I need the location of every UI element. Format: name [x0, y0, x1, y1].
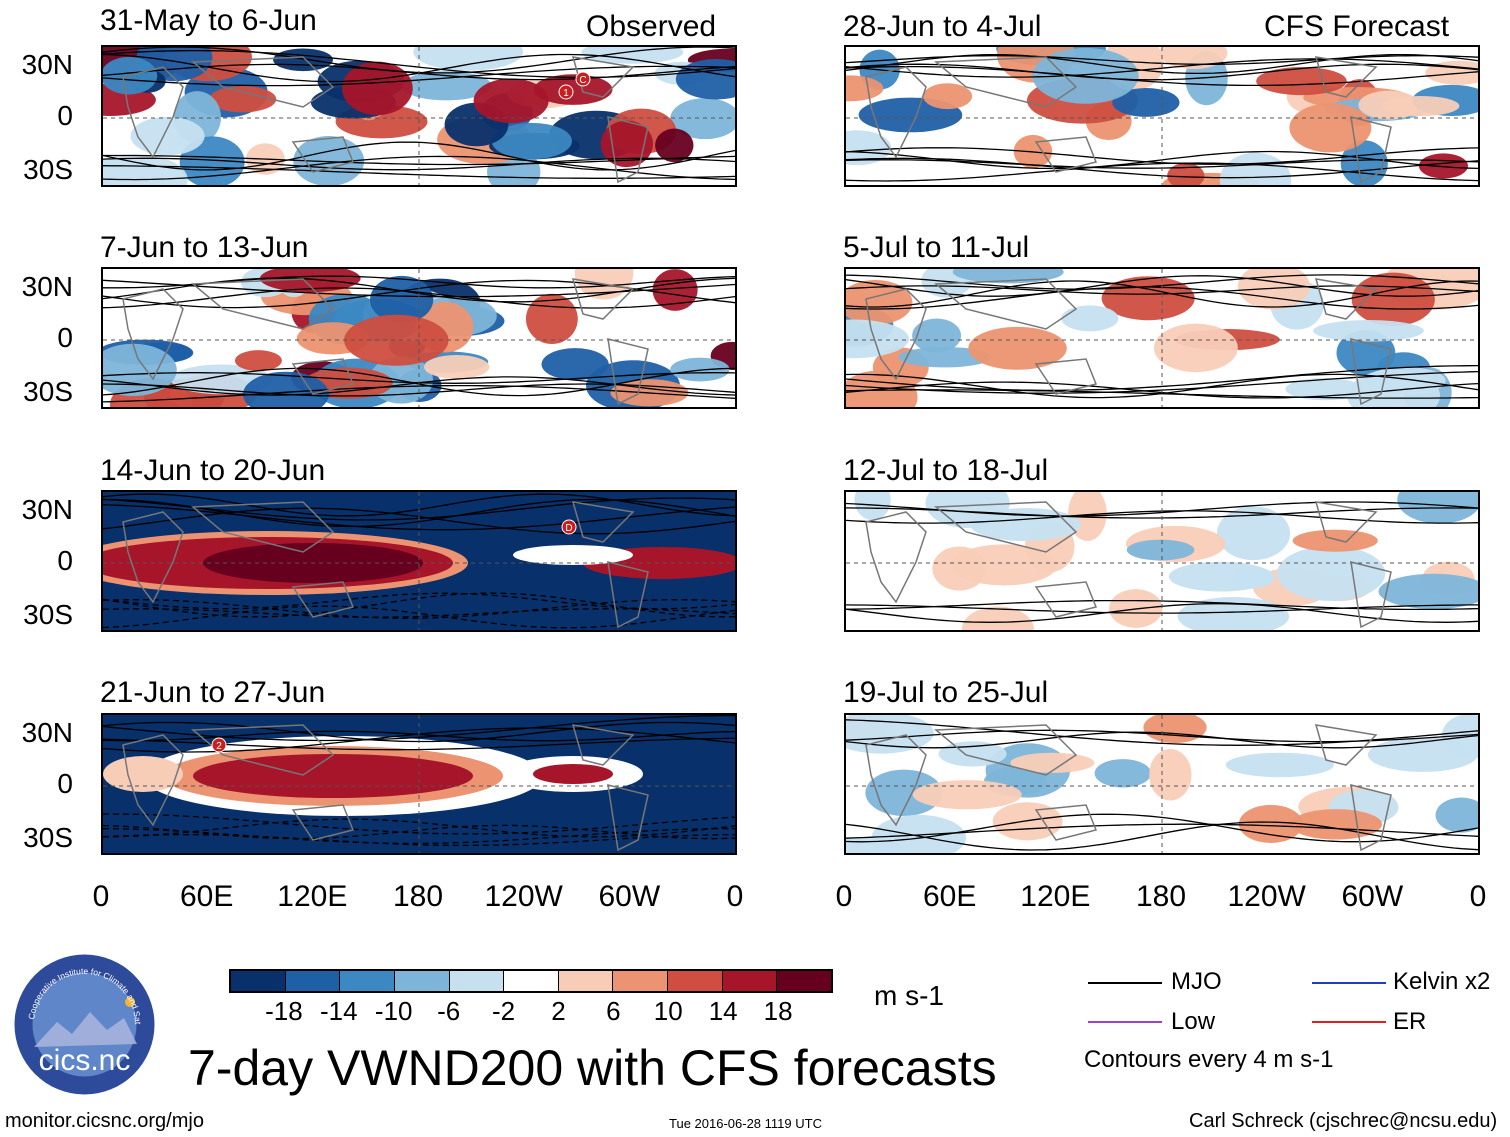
- colorbar-tick-label: 10: [653, 996, 683, 1026]
- colorbar-tick-label: -10: [374, 996, 413, 1026]
- panel-title-obs-1: 31-May to 6-Jun: [100, 4, 317, 37]
- panel-title-obs-3: 14-Jun to 20-Jun: [100, 454, 326, 487]
- lon-tick-label: 120W: [1227, 880, 1306, 913]
- lon-tick-label: 60E: [922, 880, 977, 913]
- lon-tick-label: 120W: [484, 880, 563, 913]
- lon-tick-label: 60W: [598, 880, 661, 913]
- map-panel-obs-3: D: [101, 490, 737, 632]
- colorbar-swatch: [394, 971, 450, 991]
- panel-title-obs-2: 7-Jun to 13-Jun: [100, 231, 309, 264]
- colorbar-tick-label: -18: [265, 996, 303, 1026]
- forecast-header: CFS Forecast: [1264, 10, 1450, 43]
- storm-marker: 1: [558, 84, 574, 100]
- colorbar-tick-label: -14: [320, 996, 358, 1026]
- legend-label-kelvin: Kelvin x2: [1393, 968, 1491, 995]
- colorbar-tick-label: -2: [491, 996, 516, 1026]
- logo-text: cics.nc: [39, 1044, 131, 1077]
- legend-line-er: [1312, 1021, 1386, 1023]
- legend-label-er: ER: [1393, 1008, 1427, 1035]
- lat-label: 0: [57, 545, 73, 576]
- colorbar-tick-label: 18: [763, 996, 793, 1026]
- lat-label: 30S: [23, 376, 73, 407]
- colorbar-swatch: [668, 971, 723, 991]
- lat-label: 0: [57, 322, 73, 353]
- colorbar-swatch: [340, 971, 395, 991]
- lon-tick-label: 60W: [1341, 880, 1404, 913]
- lat-label: 30N: [21, 494, 73, 525]
- legend-label-low: Low: [1171, 1008, 1216, 1035]
- lon-tick-label: 0: [835, 880, 853, 913]
- legend-label-mjo: MJO: [1171, 968, 1222, 995]
- footer-author: Carl Schreck (cjschrec@ncsu.edu): [1189, 1110, 1498, 1132]
- map-panel-obs-4: 2: [101, 713, 737, 855]
- footer-website[interactable]: monitor.cicsnc.org/mjo: [5, 1110, 204, 1132]
- panel-title-fcst-2: 5-Jul to 11-Jul: [843, 231, 1030, 264]
- storm-marker: D: [561, 519, 577, 535]
- legend-line-low: [1088, 1021, 1162, 1023]
- colorbar-tick-label: -6: [437, 996, 461, 1026]
- main-title: 7-day VWND200 with CFS forecasts: [188, 1040, 997, 1096]
- colorbar-tick-label: 6: [606, 996, 621, 1026]
- colorbar-swatch: [613, 971, 669, 991]
- lat-label: 30N: [21, 49, 73, 80]
- map-panel-obs-2: [101, 267, 737, 409]
- colorbar-tick-label: 2: [551, 996, 566, 1026]
- lon-tick-label: 0: [92, 880, 110, 913]
- map-panel-fcst-3: [844, 490, 1480, 632]
- lat-label: 30S: [23, 599, 73, 630]
- colorbar-swatch: [504, 971, 559, 991]
- colorbar: [229, 969, 833, 993]
- svg-text:D: D: [565, 523, 572, 534]
- cicsnc-logo: cics.nc Cooperative Institute for Climat…: [10, 944, 157, 1097]
- lon-tick-label: 180: [392, 880, 444, 913]
- colorbar-swatch: [558, 971, 614, 991]
- legend-line-kelvin: [1312, 982, 1386, 984]
- panel-title-fcst-1: 28-Jun to 4-Jul: [843, 10, 1042, 43]
- map-panel-fcst-2: [844, 267, 1480, 409]
- lat-label: 30S: [23, 822, 73, 853]
- lon-tick-label: 60E: [179, 880, 234, 913]
- panel-title-fcst-4: 19-Jul to 25-Jul: [843, 676, 1049, 709]
- footer-timestamp: Tue 2016-06-28 1119 UTC: [669, 1116, 822, 1131]
- colorbar-units: m s-1: [874, 980, 944, 1011]
- panel-title-fcst-3: 12-Jul to 18-Jul: [843, 454, 1049, 487]
- svg-text:1: 1: [563, 88, 569, 99]
- lat-label: 30N: [21, 271, 73, 302]
- storm-marker: C: [575, 71, 591, 87]
- contour-note: Contours every 4 m s-1: [1084, 1046, 1334, 1073]
- colorbar-swatch: [777, 971, 832, 991]
- lat-label: 30S: [23, 154, 73, 185]
- observed-header: Observed: [586, 10, 717, 43]
- colorbar-swatch: [722, 971, 778, 991]
- panel-title-obs-4: 21-Jun to 27-Jun: [100, 676, 326, 709]
- colorbar-swatch: [285, 971, 341, 991]
- lat-label: 0: [57, 768, 73, 799]
- colorbar-swatch: [231, 971, 286, 991]
- lon-tick-label: 0: [726, 880, 744, 913]
- lon-tick-label: 0: [1469, 880, 1487, 913]
- colorbar-swatch: [449, 971, 505, 991]
- lat-label: 30N: [21, 717, 73, 748]
- map-panel-fcst-4: [844, 713, 1480, 855]
- lat-label: 0: [57, 100, 73, 131]
- svg-text:C: C: [579, 75, 586, 86]
- colorbar-tick-label: 14: [708, 996, 738, 1026]
- lon-tick-label: 120E: [1020, 880, 1091, 913]
- lon-tick-label: 180: [1135, 880, 1187, 913]
- legend-line-mjo: [1088, 982, 1162, 984]
- lon-tick-label: 120E: [277, 880, 348, 913]
- svg-text:2: 2: [216, 741, 222, 752]
- map-panel-fcst-1: [844, 45, 1480, 187]
- storm-marker: 2: [211, 737, 227, 753]
